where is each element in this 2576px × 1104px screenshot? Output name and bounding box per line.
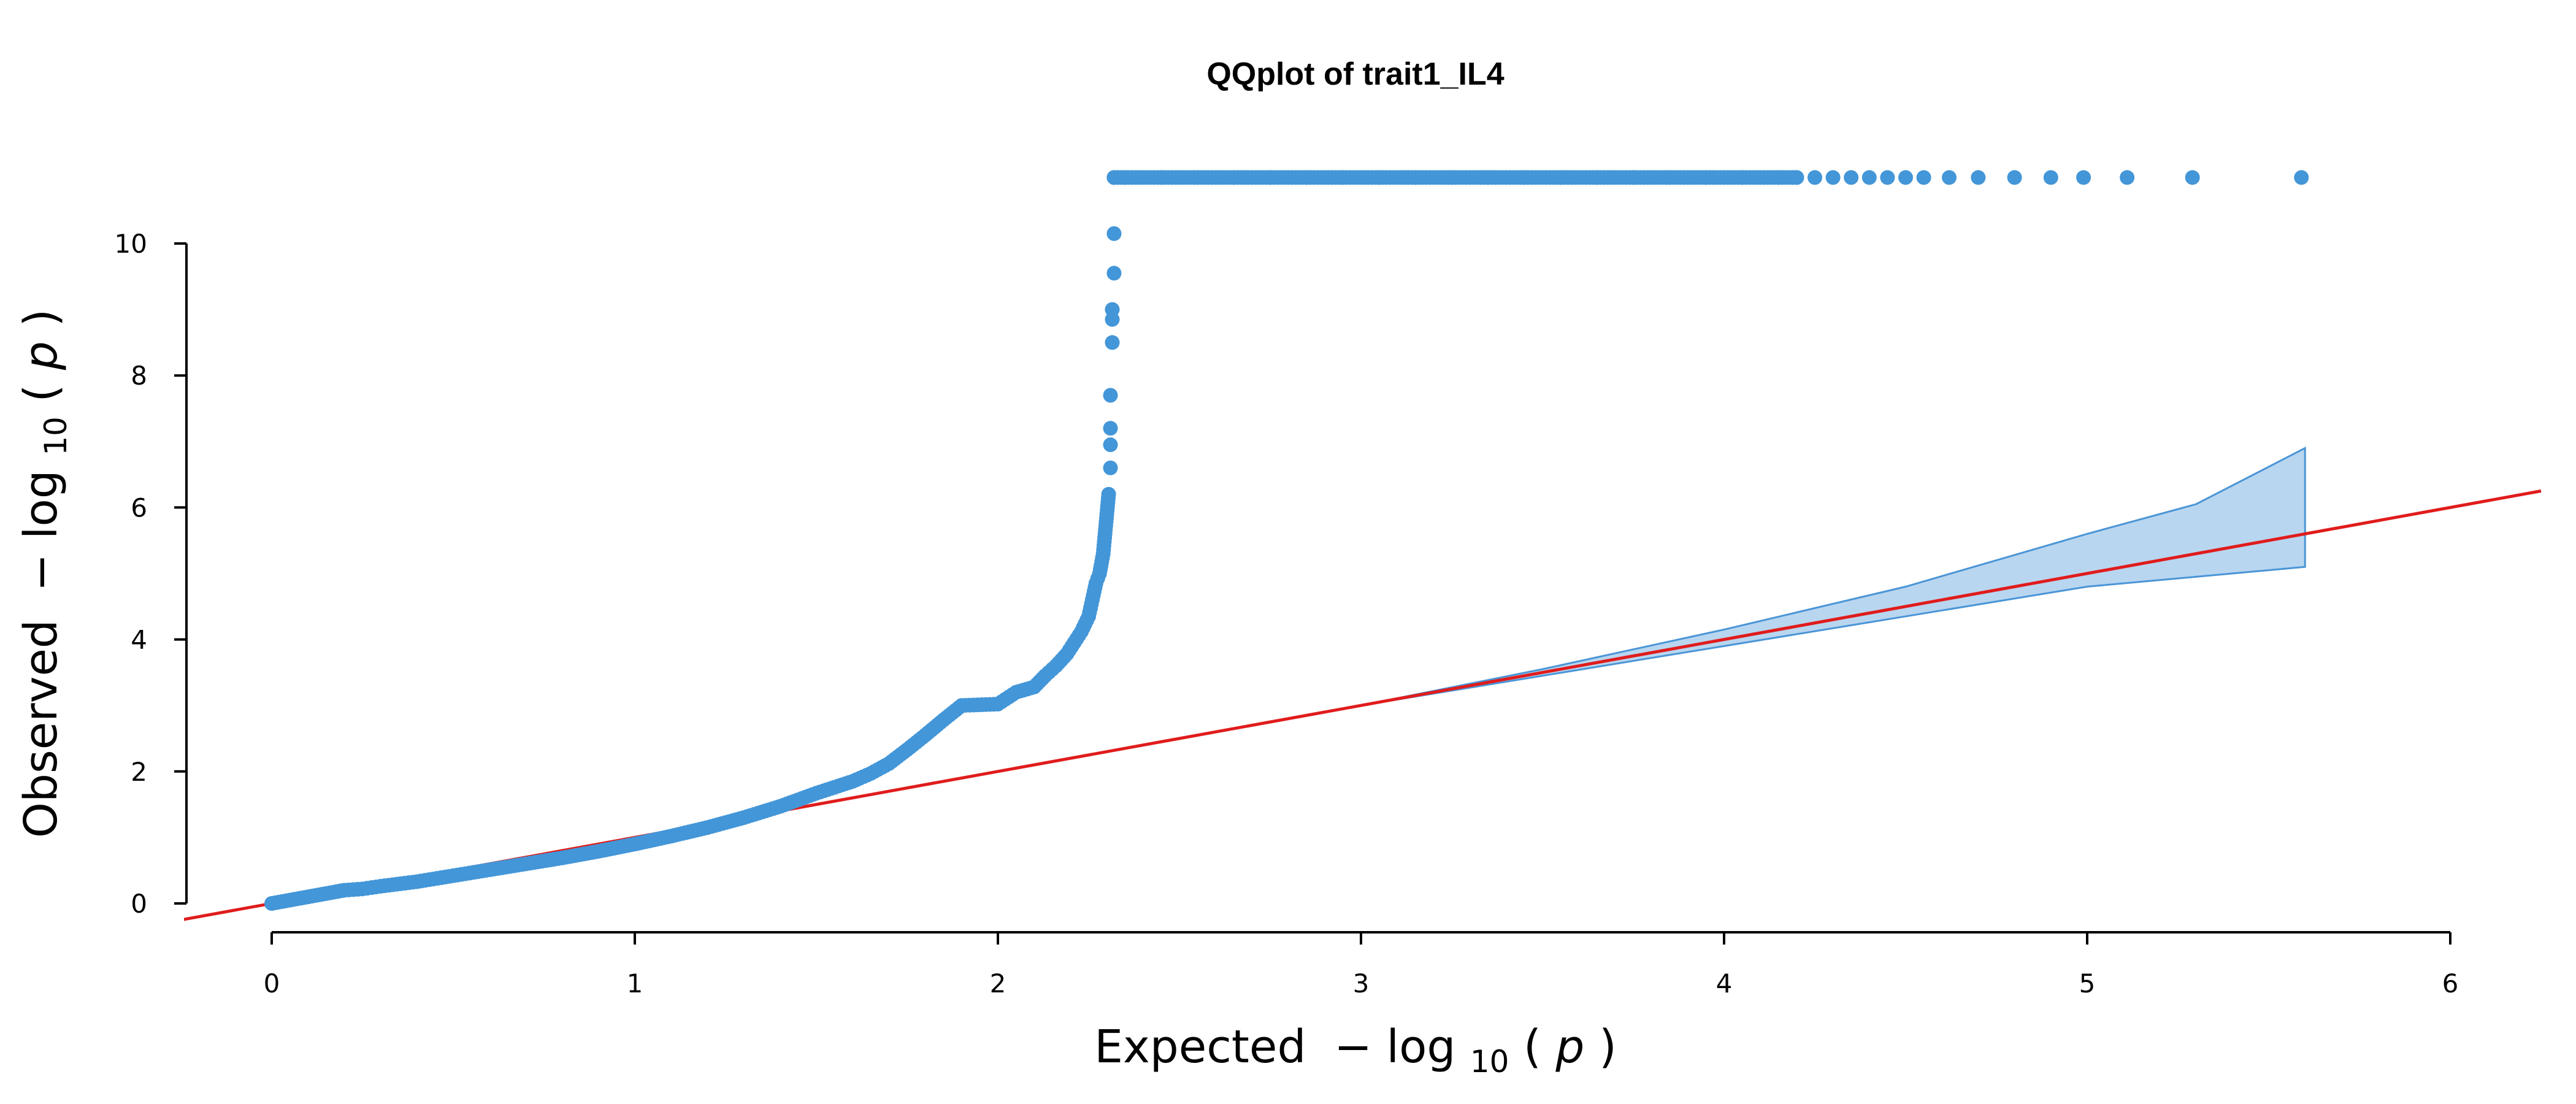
x-tick-label: 5: [2079, 968, 2096, 999]
y-tick-label: 2: [131, 757, 147, 787]
data-point: [2294, 170, 2309, 185]
data-point: [1105, 335, 1120, 350]
data-point: [1880, 170, 1895, 185]
data-point: [1335, 170, 1351, 185]
data-point: [1916, 170, 1931, 185]
confidence-band: [816, 447, 2306, 806]
data-point: [1662, 170, 1677, 185]
data-point: [1190, 170, 1205, 185]
data-point: [1444, 170, 1459, 185]
confidence-band-area: [816, 447, 2306, 806]
data-point: [2076, 170, 2091, 185]
y-axis-label-prefix: Observed: [15, 619, 67, 838]
data-point: [2007, 170, 2022, 185]
x-ticks: 0 1 2 3 4 5 6: [264, 932, 2459, 999]
data-point: [1481, 170, 1496, 185]
data-point: [2043, 170, 2058, 185]
data-point: [1408, 170, 1423, 185]
data-point: [1789, 170, 1804, 185]
data-point: [1106, 266, 1122, 281]
x-axis-label-arg: p: [1555, 1021, 1584, 1073]
data-point: [1154, 170, 1169, 185]
x-axis-label-fn: log: [1387, 1021, 1456, 1073]
y-axis-label-fn: log: [15, 470, 67, 539]
data-point: [2120, 170, 2135, 185]
data-point: [1299, 170, 1314, 185]
x-tick-label: 4: [1716, 968, 1733, 999]
data-point: [1117, 170, 1133, 185]
data-point: [1103, 460, 1118, 475]
data-point: [1942, 170, 1957, 185]
data-point: [1226, 170, 1241, 185]
x-tick-label: 6: [2442, 968, 2459, 999]
y-tick-label: 10: [115, 229, 147, 259]
data-point: [1105, 302, 1120, 317]
data-point: [1698, 170, 1714, 185]
y-tick-label: 4: [131, 625, 147, 655]
data-point: [1735, 170, 1750, 185]
data-point: [1807, 170, 1822, 185]
x-tick-label: 3: [1353, 968, 1370, 999]
data-point: [2185, 170, 2200, 185]
data-point: [1626, 170, 1641, 185]
data-point: [1971, 170, 1986, 185]
data-point: [1825, 170, 1841, 185]
y-axis-label: Observed − log 10 ( p ): [15, 309, 77, 838]
data-point: [1553, 170, 1568, 185]
x-tick-label: 2: [990, 968, 1006, 999]
y-ticks: 0 2 4 6 8 10: [115, 229, 186, 919]
y-tick-label: 8: [131, 361, 147, 391]
y-axis-label-arg: p: [15, 341, 67, 370]
data-point: [1263, 170, 1278, 185]
data-point: [1103, 388, 1118, 403]
data-point: [1106, 226, 1122, 241]
data-point: [1101, 486, 1116, 502]
y-axis-label-sub: 10: [38, 416, 74, 456]
x-axis-label-prefix: Expected: [1094, 1021, 1306, 1073]
y-tick-label: 6: [131, 493, 147, 523]
x-tick-label: 0: [264, 968, 280, 999]
data-point: [1371, 170, 1387, 185]
chart-title: QQplot of trait1_IL4: [1206, 56, 1504, 92]
data-point: [1898, 170, 1913, 185]
data-point: [1103, 421, 1118, 436]
data-point: [1771, 170, 1786, 185]
data-point: [1517, 170, 1532, 185]
axes: [185, 243, 2450, 933]
y-tick-label: 0: [131, 889, 147, 919]
x-axis-label: Expected − log 10 ( p ): [1094, 1021, 1617, 1083]
x-tick-label: 1: [627, 968, 643, 999]
x-axis-label-sub: 10: [1470, 1044, 1509, 1079]
data-point: [1861, 170, 1877, 185]
data-point: [1589, 170, 1604, 185]
points-layer: [264, 170, 2309, 911]
data-point: [1103, 437, 1118, 453]
data-point: [1844, 170, 1859, 185]
